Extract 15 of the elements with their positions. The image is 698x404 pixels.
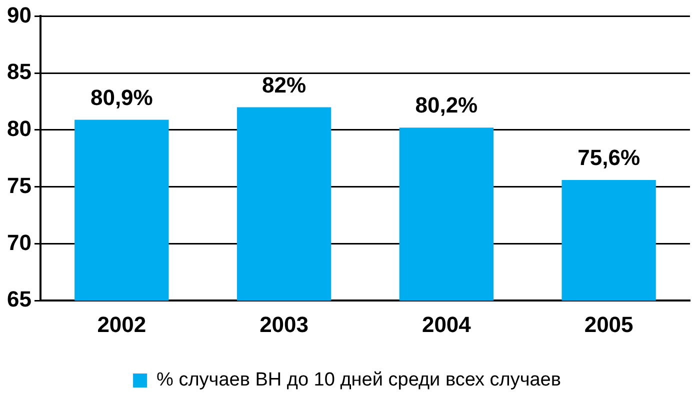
x-tick-label: 2004 — [422, 312, 472, 337]
x-tick-label: 2002 — [97, 312, 146, 337]
data-label: 80,2% — [415, 92, 478, 118]
y-tick-label: 75 — [6, 172, 32, 198]
y-tick-label: 90 — [6, 2, 32, 28]
y-tick-label: 70 — [6, 230, 32, 255]
y-tick-label: 80 — [6, 116, 32, 142]
legend-label: % случаев ВН до 10 дней среди всех случаев — [156, 370, 561, 391]
x-tick-label: 2003 — [260, 312, 309, 337]
y-tick-label: 85 — [6, 59, 32, 84]
data-label: 80,9% — [90, 84, 153, 110]
y-tick-label: 65 — [6, 286, 32, 312]
data-label: 82% — [262, 72, 306, 98]
data-label: 75,6% — [578, 145, 640, 170]
x-tick-label: 2005 — [584, 312, 634, 337]
